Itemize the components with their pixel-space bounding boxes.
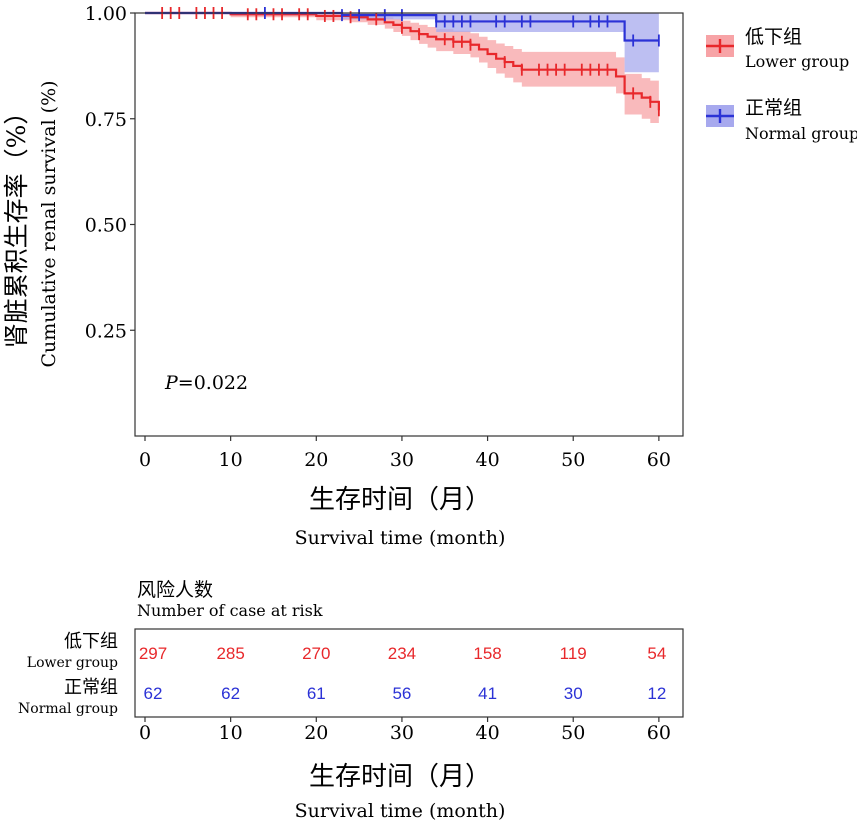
risk-value-1-5: 30 bbox=[564, 684, 583, 703]
x-tick-label: 40 bbox=[475, 722, 499, 744]
x-tick-label: 50 bbox=[561, 722, 585, 744]
x-tick-label: 60 bbox=[647, 449, 671, 471]
risk-row-label-lower-en: Lower group bbox=[27, 655, 118, 671]
x-tick-label: 40 bbox=[475, 449, 499, 471]
risk-value-0-4: 158 bbox=[473, 644, 501, 663]
y-tick-label: 1.00 bbox=[85, 3, 127, 25]
risk-value-0-2: 270 bbox=[302, 644, 330, 663]
x-tick-label: 30 bbox=[390, 449, 414, 471]
risk-row-label-lower-cn: 低下组 bbox=[64, 631, 118, 652]
legend-item-lower: 低下组 Lower group bbox=[706, 26, 849, 71]
risk-row-label-normal-en: Normal group bbox=[18, 701, 118, 717]
y-axis-label-cn: 肾脏累积生存率（%） bbox=[2, 100, 31, 349]
p-value-annotation: P=0.022 bbox=[164, 372, 248, 394]
x-tick-label: 20 bbox=[304, 722, 328, 744]
x-tick-label: 30 bbox=[390, 722, 414, 744]
risk-row-label-normal-cn: 正常组 bbox=[64, 677, 118, 698]
risk-value-0-1: 285 bbox=[216, 644, 244, 663]
p-value-text: =0.022 bbox=[178, 372, 248, 394]
legend-label-normal-cn: 正常组 bbox=[745, 97, 802, 119]
risk-value-0-0: 297 bbox=[139, 644, 167, 663]
x-axis-ticks: 0 10 20 30 40 50 60 bbox=[139, 436, 671, 471]
x-tick-label: 10 bbox=[219, 449, 243, 471]
risk-value-0-5: 119 bbox=[560, 644, 587, 663]
risk-table-frame bbox=[134, 628, 684, 718]
risk-value-1-1: 62 bbox=[221, 684, 240, 703]
y-axis-label-en: Cumulative renal survival (%) bbox=[38, 80, 60, 367]
risk-table-title-en: Number of case at risk bbox=[137, 601, 323, 620]
risk-value-1-6: 12 bbox=[647, 684, 666, 703]
legend-item-normal: 正常组 Normal group bbox=[706, 97, 857, 143]
confidence-band-1 bbox=[145, 13, 659, 73]
risk-value-1-2: 61 bbox=[307, 684, 326, 703]
legend: 低下组 Lower group 正常组 Normal group bbox=[706, 26, 857, 143]
x-tick-label: 50 bbox=[561, 449, 585, 471]
x-axis-label-cn: 生存时间（月） bbox=[309, 485, 491, 515]
risk-table-title-cn: 风险人数 bbox=[137, 579, 213, 601]
x-axis-label-en: Survival time (month) bbox=[295, 527, 506, 549]
risk-x-axis-label-cn: 生存时间（月） bbox=[309, 762, 491, 792]
legend-label-lower-cn: 低下组 bbox=[745, 26, 802, 48]
x-tick-label: 10 bbox=[219, 722, 243, 744]
risk-table: 风险人数 Number of case at risk 低下组 Lower gr… bbox=[18, 579, 684, 822]
x-tick-label: 60 bbox=[647, 722, 671, 744]
y-tick-label: 0.50 bbox=[85, 215, 127, 237]
survival-plot: 1.00 0.75 0.50 0.25 0 10 20 30 40 50 60 P=0.022 肾… bbox=[2, 3, 684, 549]
y-axis-ticks: 1.00 0.75 0.50 0.25 bbox=[85, 3, 135, 342]
legend-label-normal-en: Normal group bbox=[745, 124, 857, 143]
risk-value-0-6: 54 bbox=[647, 644, 666, 663]
x-tick-label: 0 bbox=[139, 722, 151, 744]
y-tick-label: 0.25 bbox=[85, 320, 127, 342]
risk-values: 297 285 270 234 158 119 54 62 62 61 56 41 30 12 bbox=[139, 644, 667, 703]
x-tick-label: 20 bbox=[304, 449, 328, 471]
risk-x-axis-label-en: Survival time (month) bbox=[295, 800, 506, 822]
risk-value-1-4: 41 bbox=[478, 684, 497, 703]
p-value-label: P bbox=[164, 372, 179, 394]
risk-value-1-0: 62 bbox=[144, 684, 163, 703]
risk-value-0-3: 234 bbox=[388, 644, 416, 663]
x-tick-label: 0 bbox=[139, 449, 151, 471]
y-tick-label: 0.75 bbox=[85, 109, 127, 131]
legend-label-lower-en: Lower group bbox=[745, 52, 849, 71]
risk-x-axis-ticks: 0 10 20 30 40 50 60 bbox=[139, 717, 671, 744]
risk-value-1-3: 56 bbox=[392, 684, 411, 703]
